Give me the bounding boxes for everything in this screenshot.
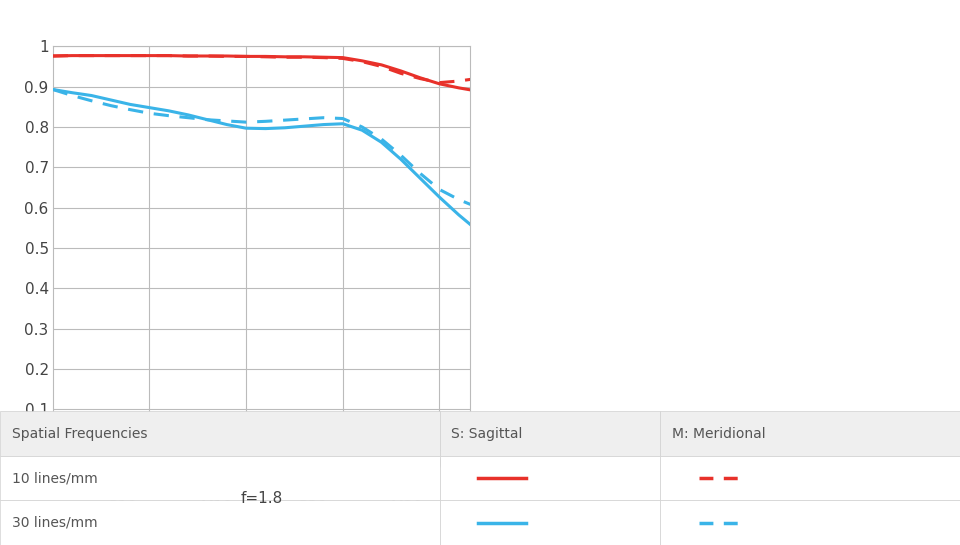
Text: f=1.8: f=1.8 (240, 491, 283, 506)
Legend: S10, M10, S30, M30: S10, M10, S30, M30 (60, 494, 429, 521)
Text: S: Sagittal: S: Sagittal (451, 427, 522, 441)
Text: 10 lines/mm: 10 lines/mm (12, 471, 97, 485)
Text: M: Meridional: M: Meridional (672, 427, 766, 441)
Text: Spatial Frequencies: Spatial Frequencies (12, 427, 147, 441)
Text: 30 lines/mm: 30 lines/mm (12, 516, 97, 530)
